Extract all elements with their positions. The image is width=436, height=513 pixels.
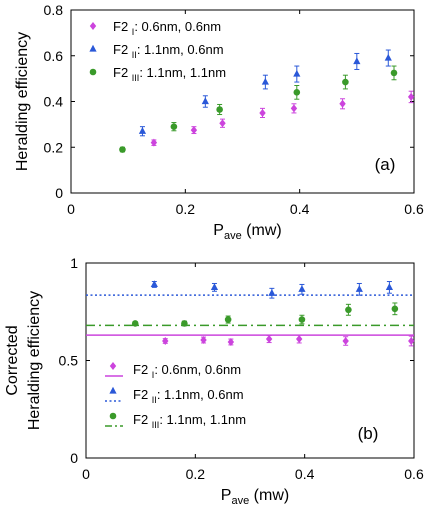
y-tick-label: 1 bbox=[70, 255, 78, 271]
legend-label: F2 III: 1.1nm, 1.1nm bbox=[133, 412, 246, 430]
x-tick-label: 0.6 bbox=[404, 466, 424, 482]
y-axis-label: Corrected Heralding efficiency bbox=[4, 291, 43, 430]
data-point bbox=[162, 337, 169, 345]
y-tick-label: 0.6 bbox=[44, 48, 64, 64]
x-tick-label: 0 bbox=[82, 466, 90, 482]
legend-label: F2 II: 1.1nm, 0.6nm bbox=[113, 42, 224, 60]
data-point bbox=[390, 69, 398, 77]
data-point bbox=[355, 285, 363, 292]
data-point bbox=[227, 337, 235, 346]
y-axis-label: Heralding efficiency bbox=[14, 32, 31, 171]
y-tick-label: 0 bbox=[70, 450, 78, 466]
x-tick-label: 0.2 bbox=[186, 466, 206, 482]
data-point bbox=[298, 316, 306, 323]
legend-label: F2 I: 0.6nm, 0.6nm bbox=[133, 362, 241, 380]
panel-label: (b) bbox=[358, 424, 379, 443]
y-tick-label: 0.5 bbox=[59, 353, 79, 369]
data-point bbox=[261, 77, 269, 85]
data-point bbox=[339, 99, 346, 108]
series-f2-i bbox=[162, 334, 415, 347]
data-point bbox=[190, 126, 198, 135]
legend: F2 I: 0.6nm, 0.6nm F2 II: 1.1nm, 0.6nm F2 … bbox=[89, 19, 226, 83]
data-point bbox=[384, 53, 392, 61]
data-point bbox=[296, 335, 303, 344]
data-point bbox=[181, 320, 188, 327]
data-point bbox=[290, 104, 298, 113]
data-point bbox=[342, 337, 349, 345]
x-tick-label: 0.4 bbox=[295, 466, 315, 482]
data-point bbox=[200, 336, 207, 345]
y-tick-label: 0 bbox=[55, 185, 63, 201]
data-point bbox=[131, 320, 139, 327]
x-axis-label: Pave (mw) bbox=[213, 222, 281, 242]
legend-label: F2 II: 1.1nm, 0.6nm bbox=[133, 387, 244, 405]
data-point bbox=[385, 283, 393, 290]
x-axis-label: Pave (mw) bbox=[221, 487, 289, 507]
data-point bbox=[407, 92, 415, 101]
x-tick-label: 0.2 bbox=[176, 201, 196, 217]
data-point bbox=[259, 108, 266, 117]
y-tick-label: 0.4 bbox=[44, 94, 64, 110]
data-point bbox=[298, 285, 306, 292]
data-point bbox=[293, 69, 301, 77]
x-tick-label: 0.4 bbox=[290, 201, 310, 217]
y-tick-label: 0.8 bbox=[44, 2, 64, 18]
data-point bbox=[150, 138, 158, 147]
legend: F2 I: 0.6nm, 0.6nm F2 II: 1.1nm, 0.6nm F2 … bbox=[105, 362, 246, 430]
x-tick-label: 0.6 bbox=[404, 201, 424, 217]
legend-marker bbox=[109, 386, 117, 394]
data-point bbox=[408, 337, 415, 345]
legend-marker bbox=[109, 412, 117, 420]
data-point bbox=[345, 306, 352, 314]
legend-marker bbox=[89, 68, 97, 76]
data-point bbox=[265, 335, 273, 344]
data-point bbox=[342, 78, 349, 86]
data-point bbox=[138, 127, 147, 134]
x-tick-label: 0 bbox=[67, 201, 75, 217]
legend-label: F2 I: 0.6nm, 0.6nm bbox=[113, 19, 221, 37]
data-point bbox=[201, 97, 209, 105]
data-point bbox=[293, 89, 301, 96]
series-f2-ii bbox=[150, 280, 393, 299]
legend-marker bbox=[89, 22, 97, 30]
series-f2-ii bbox=[138, 49, 392, 137]
data-point bbox=[119, 146, 126, 153]
series-f2-i bbox=[150, 90, 415, 147]
y-tick-label: 0.2 bbox=[44, 139, 64, 155]
data-point bbox=[210, 283, 219, 290]
series-f2-iii bbox=[131, 302, 399, 327]
legend-marker bbox=[109, 362, 117, 370]
panel-b: 0 0.2 0.4 0.6 0 0.5 1 F2 I: 0.6nm, 0.6nm F2 II: … bbox=[4, 255, 424, 507]
series-f2-iii bbox=[119, 65, 398, 153]
data-point bbox=[216, 106, 223, 113]
data-point bbox=[268, 289, 276, 296]
legend-marker bbox=[89, 44, 97, 52]
panel-a: 0 0.2 0.4 0.6 0 0.2 0.4 0.6 0.8 F2 I: 0.6nm, 0.6n… bbox=[14, 2, 424, 242]
data-point bbox=[150, 280, 158, 288]
legend-label: F2 III: 1.1nm, 1.1nm bbox=[113, 65, 226, 83]
plot-frame bbox=[70, 9, 415, 194]
data-point bbox=[353, 57, 361, 65]
data-point bbox=[391, 305, 399, 313]
panel-label: (a) bbox=[375, 155, 396, 174]
data-point bbox=[224, 316, 232, 323]
data-point bbox=[219, 119, 226, 128]
data-point bbox=[170, 123, 178, 130]
